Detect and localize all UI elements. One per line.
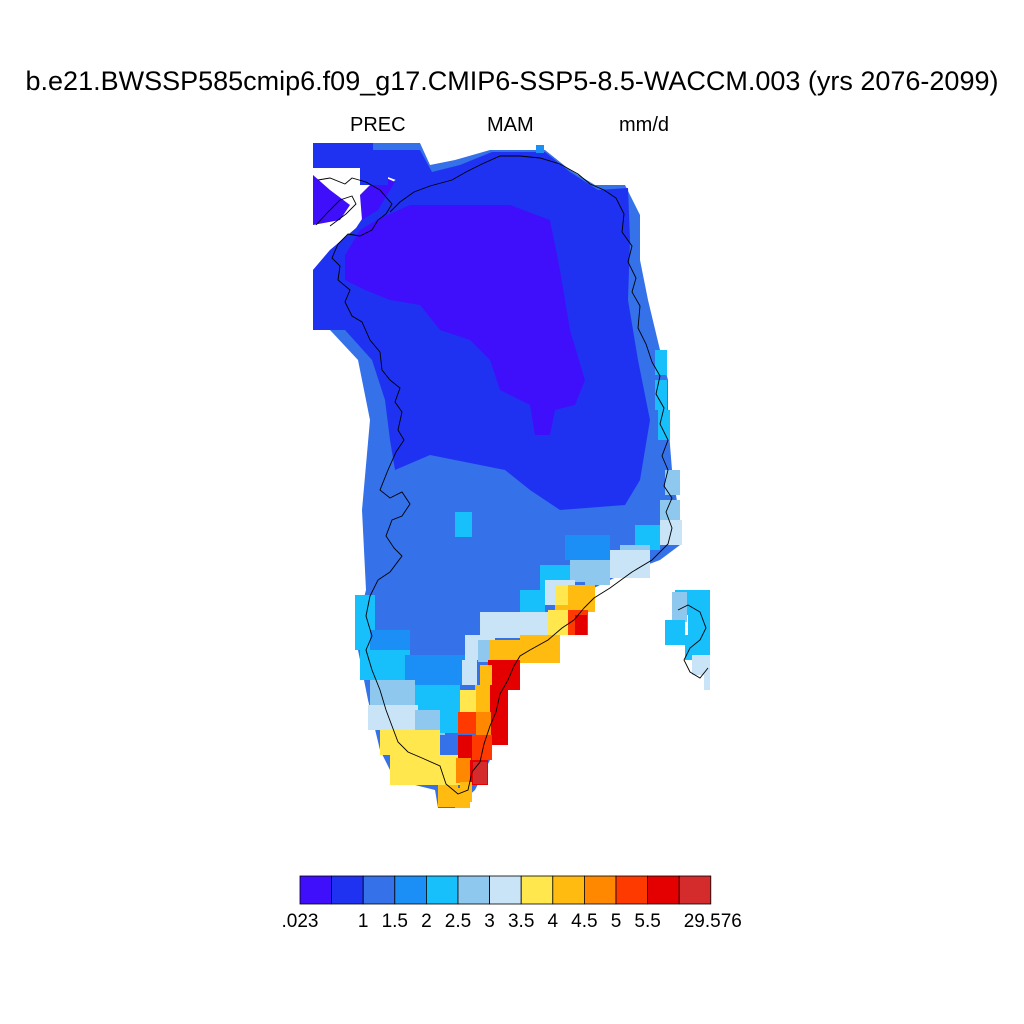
- colorbar-tick-label: .023: [281, 911, 319, 932]
- colorbar-tick-label: 2.5: [444, 911, 472, 932]
- coastline-path: [317, 155, 673, 795]
- colorbar-tick-label: 3.5: [507, 911, 535, 932]
- precip-cell: [345, 205, 585, 435]
- colorbar-tick-label: 2: [421, 911, 432, 932]
- precip-cell: [475, 685, 490, 715]
- precip-cell: [520, 590, 545, 615]
- precip-cell: [655, 350, 667, 375]
- precip-cell: [405, 655, 465, 685]
- colorbar-swatch: [520, 875, 554, 905]
- precip-cell: [658, 410, 670, 440]
- chart-title: b.e21.BWSSP585cmip6.f09_g17.CMIP6-SSP5-8…: [25, 66, 999, 96]
- colorbar-swatch: [489, 875, 522, 905]
- precip-cell: [575, 615, 587, 635]
- precip-cell: [510, 612, 555, 638]
- precip-cell: [490, 685, 508, 745]
- coastline-path: [315, 195, 357, 227]
- colorbar-tick-label: 1.5: [381, 911, 409, 932]
- precip-cell: [415, 710, 445, 735]
- precip-cell: [338, 143, 373, 168]
- colorbar-swatch: [615, 875, 649, 905]
- precip-cell: [415, 685, 460, 710]
- variable-label: PREC: [350, 114, 406, 136]
- precip-cell: [610, 550, 650, 578]
- precip-cell: [438, 785, 458, 807]
- precip-cell: [360, 175, 395, 220]
- colorbar-swatch: [425, 875, 459, 905]
- precip-cell: [520, 635, 560, 663]
- precip-cell: [458, 735, 473, 760]
- colorbar-swatch: [584, 875, 617, 905]
- precip-cell: [456, 758, 471, 783]
- precip-cell: [480, 665, 492, 690]
- colorbar-swatch: [552, 875, 585, 905]
- precip-cell: [488, 660, 506, 690]
- precip-cell: [665, 470, 680, 495]
- colorbar-swatch: [362, 875, 396, 905]
- precip-cell: [472, 735, 492, 760]
- precip-cell: [570, 560, 600, 582]
- colorbar-tick-label: 4: [547, 911, 559, 932]
- precip-cell: [548, 610, 568, 635]
- colorbar-tick-label: 3: [484, 911, 495, 932]
- precip-cell: [440, 705, 462, 733]
- precip-cell: [462, 660, 477, 685]
- precip-cell: [505, 660, 520, 690]
- units-label: mm/d: [619, 114, 669, 136]
- precip-cell: [660, 500, 680, 525]
- colorbar-swatch: [457, 875, 491, 905]
- precip-cell: [360, 165, 388, 185]
- precip-cell: [460, 690, 476, 715]
- precip-cell: [685, 635, 710, 660]
- colorbar-tick-label: 5: [610, 911, 622, 932]
- colorbar-swatch: [678, 875, 712, 905]
- precip-cell: [380, 730, 440, 755]
- precip-cell: [313, 143, 338, 168]
- precip-cell: [536, 145, 544, 153]
- precip-cell: [455, 512, 472, 537]
- precip-cell: [655, 380, 667, 410]
- colorbar-tick-label: 4.5: [571, 911, 598, 932]
- coastline: [315, 155, 709, 795]
- precip-cell: [393, 705, 418, 730]
- colorbar-tick-label: 5.5: [634, 911, 661, 932]
- precip-cell: [565, 535, 610, 560]
- colorbar-swatch: [331, 875, 364, 905]
- season-label: MAM: [487, 114, 534, 136]
- precip-cell: [360, 650, 410, 680]
- precip-cell: [476, 712, 491, 737]
- colorbar-tick-label: 29.576: [683, 911, 742, 932]
- precip-cell: [672, 592, 687, 622]
- colorbar-swatch: [394, 875, 427, 905]
- precip-cell: [458, 712, 476, 734]
- precip-cell: [665, 620, 685, 645]
- colorbar-swatch: [299, 875, 333, 905]
- precip-cell: [440, 755, 460, 785]
- precip-cell: [313, 175, 350, 225]
- colorbar-swatch: [647, 875, 680, 905]
- precip-cell: [473, 762, 487, 784]
- colorbar-tick-label: 1: [357, 911, 369, 932]
- precip-cell: [635, 525, 660, 550]
- precipitation-cells: [313, 143, 710, 808]
- coastline-path: [677, 604, 709, 679]
- precip-cell: [370, 680, 415, 710]
